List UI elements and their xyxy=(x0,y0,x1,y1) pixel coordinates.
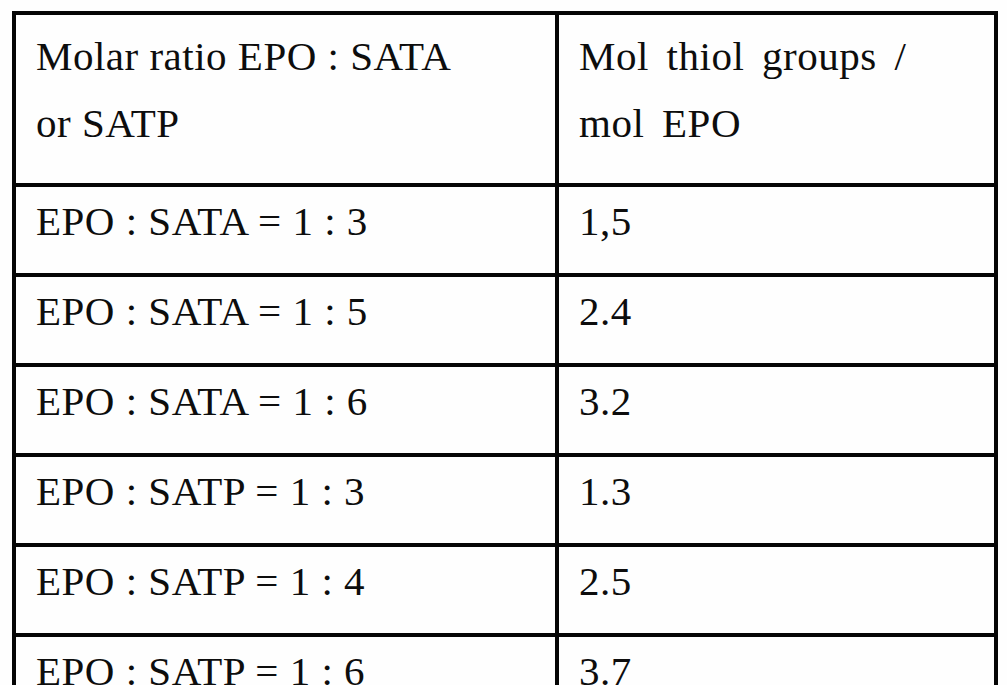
ratio-cell: EPO : SATA = 1 : 3 xyxy=(14,185,557,275)
table-row: EPO : SATA = 1 : 6 3.2 xyxy=(14,365,996,455)
value-cell: 1,5 xyxy=(557,185,996,275)
table-row: EPO : SATP = 1 : 3 1.3 xyxy=(14,455,996,545)
header-line: or SATP xyxy=(36,90,545,157)
thiol-groups-table: Molar ratio EPO : SATA or SATP Mol thiol… xyxy=(12,11,998,685)
ratio-cell: EPO : SATA = 1 : 5 xyxy=(14,275,557,365)
header-cell-molar-ratio: Molar ratio EPO : SATA or SATP xyxy=(14,13,557,185)
header-cell-thiol-groups: Mol thiol groups / mol EPO xyxy=(557,13,996,185)
document-page: Molar ratio EPO : SATA or SATP Mol thiol… xyxy=(0,0,1007,685)
value-cell: 2.4 xyxy=(557,275,996,365)
ratio-cell: EPO : SATP = 1 : 6 xyxy=(14,635,557,685)
table-row: EPO : SATA = 1 : 3 1,5 xyxy=(14,185,996,275)
table-header-row: Molar ratio EPO : SATA or SATP Mol thiol… xyxy=(14,13,996,185)
value-cell: 1.3 xyxy=(557,455,996,545)
ratio-cell: EPO : SATP = 1 : 4 xyxy=(14,545,557,635)
value-cell: 3.2 xyxy=(557,365,996,455)
value-cell: 2.5 xyxy=(557,545,996,635)
table-row: EPO : SATP = 1 : 4 2.5 xyxy=(14,545,996,635)
table-row: EPO : SATP = 1 : 6 3.7 xyxy=(14,635,996,685)
ratio-cell: EPO : SATP = 1 : 3 xyxy=(14,455,557,545)
header-line: Mol thiol groups / xyxy=(579,23,984,90)
table-row: EPO : SATA = 1 : 5 2.4 xyxy=(14,275,996,365)
value-cell: 3.7 xyxy=(557,635,996,685)
ratio-cell: EPO : SATA = 1 : 6 xyxy=(14,365,557,455)
header-line: mol EPO xyxy=(579,90,984,157)
header-line: Molar ratio EPO : SATA xyxy=(36,23,545,90)
